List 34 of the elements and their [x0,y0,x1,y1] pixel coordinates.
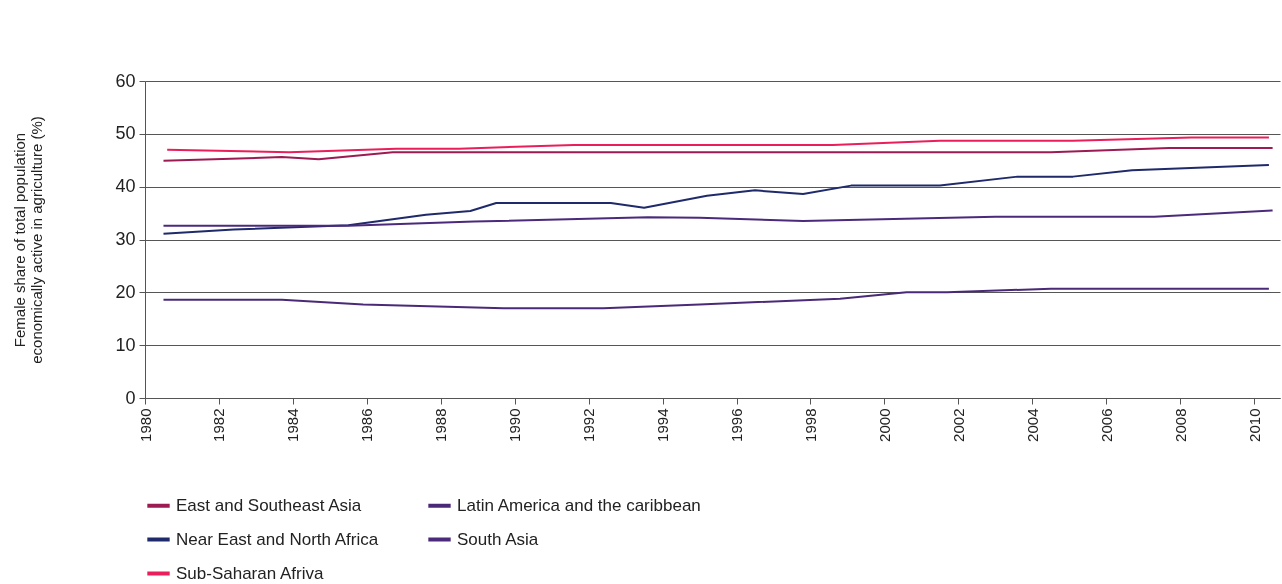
x-tick-label: 2002 [949,408,967,442]
y-tick-label: 50 [115,123,136,144]
x-tick-label: 1988 [432,408,450,442]
y-tick-label: 40 [115,176,136,197]
x-tick-label: 1986 [358,408,376,442]
legend-label: East and Southeast Asia [176,495,362,515]
x-tick-label: 1982 [210,408,228,442]
x-tick-label: 2006 [1097,408,1115,442]
y-tick-label: 60 [115,70,136,91]
y-tick-label: 0 [125,387,136,408]
line-series [162,164,1270,235]
x-tick-label: 2004 [1023,408,1041,442]
x-tick-label: 1998 [801,408,819,442]
x-tick-label: 1984 [284,408,302,442]
x-tick-label: 1994 [654,408,672,442]
x-tick-label: 2010 [1245,408,1263,442]
y-tick-label: 30 [115,229,136,249]
line-series [162,209,1274,227]
y-tick-label: 20 [115,281,136,302]
line-series [162,287,1270,310]
legend-label: Sub-Saharan Afriva [176,563,324,583]
line-series [166,136,1270,154]
legend-label: Near East and North Africa [176,529,379,549]
x-tick-label: 1990 [506,408,524,442]
x-tick-label: 2008 [1171,408,1189,442]
x-tick-label: 1992 [580,408,598,442]
x-tick-label: 1980 [136,408,154,442]
y-axis-title: Female share of total population economically active in agriculture (%) [11,116,46,364]
legend-label: South Asia [457,529,539,549]
x-tick-label: 2000 [875,408,893,442]
y-tick-label: 10 [115,334,136,355]
legend-label: Latin America and the caribbean [457,495,701,515]
x-tick-label: 1996 [728,408,746,442]
line-series [162,147,1274,162]
